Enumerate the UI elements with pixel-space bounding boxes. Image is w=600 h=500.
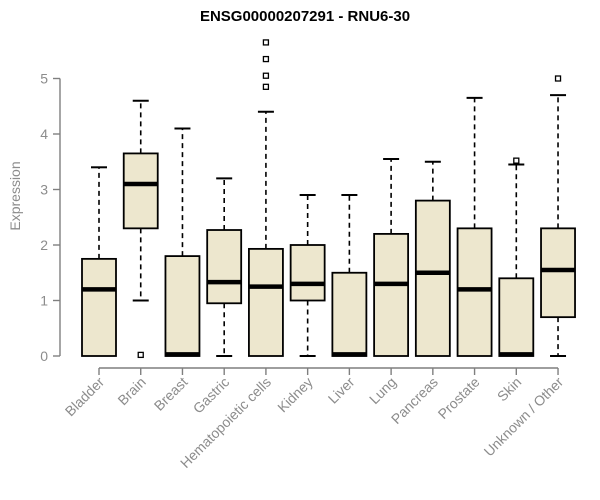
- iqr-box: [414, 199, 451, 357]
- x-axis-category-label: Liver: [325, 374, 358, 407]
- iqr-box: [498, 277, 535, 357]
- outlier-point: [554, 75, 562, 82]
- outlier-point: [262, 39, 270, 46]
- y-axis-tick-label: 5: [40, 71, 48, 87]
- iqr-box: [456, 227, 493, 357]
- outlier-point: [137, 351, 144, 359]
- iqr-box: [164, 255, 201, 357]
- y-axis-tick-label: 1: [40, 293, 48, 309]
- y-axis-title: Expression: [7, 161, 23, 231]
- x-axis-category-label: Prostate: [435, 374, 483, 422]
- y-axis-tick-label: 4: [40, 126, 48, 142]
- x-axis-category-label: Breast: [151, 374, 191, 414]
- iqr-box: [331, 271, 368, 357]
- x-axis-category-label: Kidney: [274, 374, 316, 416]
- iqr-box: [81, 257, 117, 357]
- outlier-point: [262, 72, 270, 79]
- y-axis-tick-label: 2: [40, 237, 48, 253]
- x-axis-category-label: Bladder: [62, 374, 108, 420]
- iqr-box: [248, 247, 284, 357]
- outlier-point: [262, 83, 270, 90]
- outlier-point: [513, 157, 520, 164]
- y-axis-tick-label: 3: [40, 182, 48, 198]
- iqr-box: [540, 227, 576, 319]
- y-axis-tick-label: 0: [40, 348, 48, 364]
- x-axis-category-label: Unknown / Other: [481, 374, 567, 460]
- iqr-box: [122, 152, 159, 230]
- iqr-box: [206, 229, 243, 305]
- outlier-point: [262, 55, 270, 63]
- x-axis-category-label: Lung: [366, 374, 399, 407]
- x-axis-category-label: Skin: [494, 374, 525, 405]
- chart-title: ENSG00000207291 - RNU6-30: [199, 8, 411, 25]
- x-axis-category-label: Brain: [114, 374, 148, 408]
- iqr-box: [289, 244, 326, 302]
- iqr-box: [373, 232, 410, 357]
